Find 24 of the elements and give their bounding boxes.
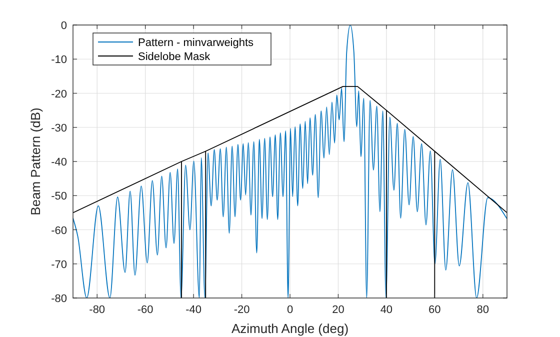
x-tick-label: -60 — [137, 304, 154, 316]
y-tick-label: -50 — [51, 190, 67, 203]
y-axis-title: Beam Pattern (dB) — [28, 108, 43, 216]
legend-label: Pattern - minvarweights — [138, 37, 254, 49]
y-tick-label: -60 — [51, 224, 67, 237]
y-tick-label: -70 — [51, 258, 67, 271]
x-tick-label: -80 — [89, 304, 106, 316]
x-tick-label: 40 — [380, 304, 393, 316]
y-tick-label: -80 — [51, 293, 67, 305]
x-axis-title: Azimuth Angle (deg) — [231, 321, 349, 336]
y-tick-label: -10 — [51, 54, 67, 66]
y-tick-label: 0 — [60, 20, 67, 32]
x-tick-label: 80 — [476, 304, 490, 316]
x-tick-label: 0 — [286, 304, 294, 316]
y-tick-label: -20 — [51, 88, 67, 100]
x-tick-label: 20 — [332, 304, 344, 316]
legend-label: Sidelobe Mask — [138, 51, 211, 63]
y-tick-label: -30 — [51, 122, 67, 134]
line-series — [73, 86, 507, 298]
line-series — [73, 25, 507, 298]
x-tick-label: -20 — [234, 304, 250, 316]
x-tick-label: -40 — [186, 304, 202, 316]
y-tick-label: -40 — [51, 156, 67, 168]
x-tick-label: 60 — [428, 304, 441, 316]
